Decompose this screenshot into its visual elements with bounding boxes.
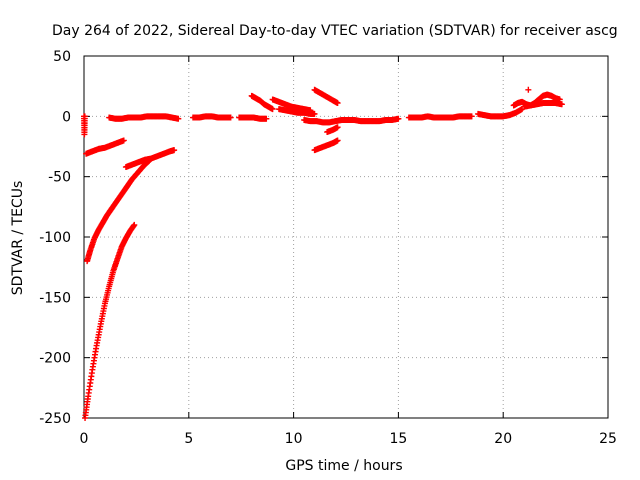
y-tick-label: -50 xyxy=(48,170,71,186)
data-point xyxy=(558,101,565,108)
grid xyxy=(84,56,608,418)
data-point xyxy=(525,86,532,93)
data-point xyxy=(269,106,276,113)
data-point xyxy=(395,115,402,122)
data-point xyxy=(263,115,270,122)
y-tick-label: -150 xyxy=(39,290,71,306)
y-tick-label: 0 xyxy=(62,109,71,125)
chart-title: Day 264 of 2022, Sidereal Day-to-day VTE… xyxy=(52,23,618,39)
data-point xyxy=(334,124,341,131)
data-point xyxy=(131,221,138,228)
plot-frame xyxy=(83,55,609,419)
data-point xyxy=(334,100,341,107)
x-tick-label: 15 xyxy=(389,431,407,447)
x-tick-label: 5 xyxy=(184,431,193,447)
data-point xyxy=(334,137,341,144)
y-axis-label: SDTVAR / TECUs xyxy=(10,181,26,296)
y-tick-label: 50 xyxy=(53,49,71,65)
data-point xyxy=(227,114,234,121)
data-point xyxy=(175,115,182,122)
y-tick-label: -250 xyxy=(39,411,71,427)
y-tick-label: -200 xyxy=(39,351,71,367)
x-axis-label: GPS time / hours xyxy=(285,458,402,474)
x-tick-label: 20 xyxy=(494,431,512,447)
x-tick-label: 10 xyxy=(285,431,303,447)
data-point xyxy=(81,113,88,120)
x-tick-label: 25 xyxy=(599,431,617,447)
data-points xyxy=(81,86,565,421)
data-point xyxy=(468,113,475,120)
data-point xyxy=(171,147,178,154)
y-tick-label: -100 xyxy=(39,230,71,246)
data-point xyxy=(120,137,127,144)
x-tick-label: 0 xyxy=(80,431,89,447)
axis-ticks: 0 5 10 15 20 25 50 0 -50 -100 -150 -200 -250 xyxy=(39,49,617,447)
data-point xyxy=(311,110,318,117)
